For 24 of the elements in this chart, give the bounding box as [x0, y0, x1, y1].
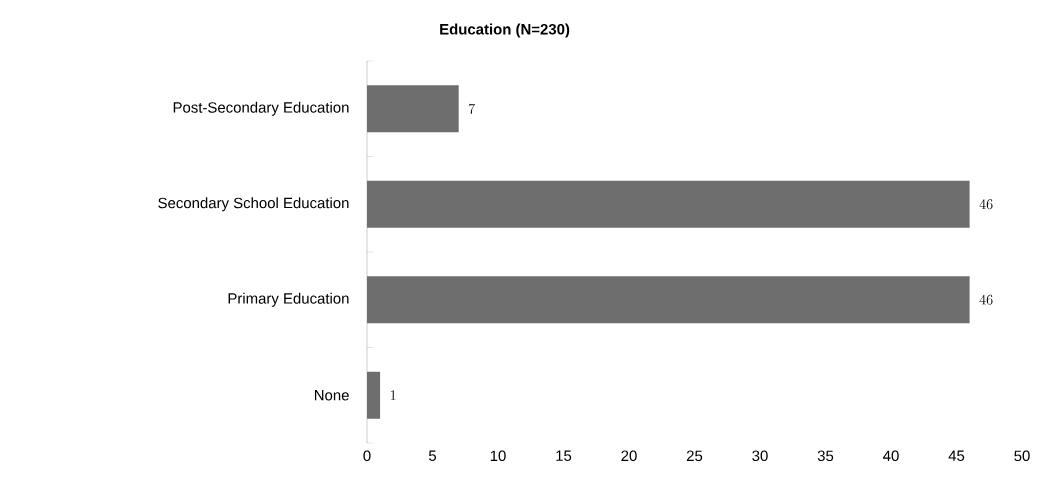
- data-label: 46: [979, 199, 993, 210]
- x-tick-label: 25: [686, 450, 703, 462]
- x-tick-label: 5: [428, 450, 437, 461]
- x-tick-label: 40: [883, 450, 899, 462]
- y-tick-label: None: [314, 390, 349, 401]
- x-tick-label: 45: [948, 450, 965, 461]
- data-label: 1: [390, 390, 396, 400]
- x-tick-label: 15: [556, 450, 572, 461]
- chart-title: Education (N=230): [440, 23, 570, 38]
- x-tick-label: 35: [817, 450, 834, 462]
- x-tick-label: 20: [621, 450, 637, 462]
- data-label: 7: [469, 103, 476, 114]
- y-tick-label: Post-Secondary Education: [173, 101, 349, 116]
- x-tick-label: 50: [1014, 450, 1030, 462]
- bar: [367, 85, 459, 133]
- y-tick-label: Primary Education: [228, 292, 349, 307]
- bar: [367, 371, 381, 419]
- bar: [367, 180, 970, 228]
- x-tick-label: 0: [363, 450, 371, 462]
- x-tick-label: 10: [490, 450, 506, 462]
- bar: [367, 276, 970, 324]
- data-label: 46: [979, 294, 993, 305]
- x-tick-label: 30: [752, 450, 768, 462]
- y-tick-label: Secondary School Education: [158, 197, 349, 212]
